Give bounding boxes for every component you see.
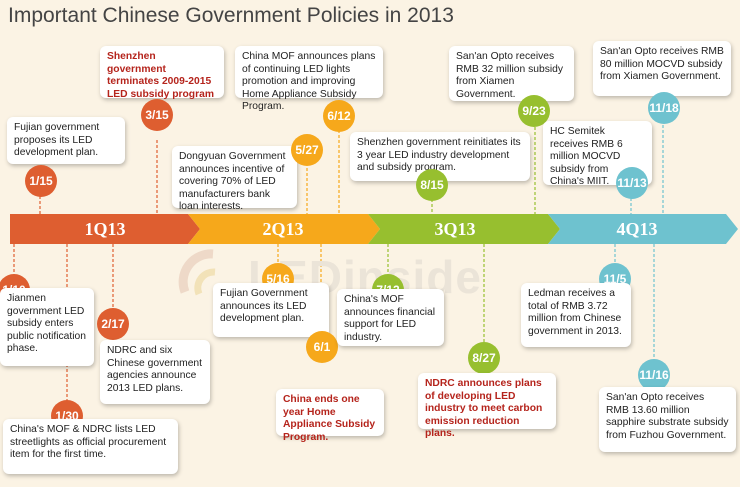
event-box: NDRC announces plans of developing LED i… <box>418 373 556 439</box>
event-box: China's MOF & NDRC lists LED streetlight… <box>3 419 178 474</box>
date-circle: 11/16 <box>638 359 670 391</box>
date-circle: 8/27 <box>468 342 500 374</box>
event-box: China's MOF announces financial support … <box>337 289 444 346</box>
event-box: Fujian government proposes its LED devel… <box>7 117 125 164</box>
quarter-label-3q13: 3Q13 <box>434 219 476 239</box>
quarter-segment-2q13 <box>188 214 380 244</box>
event-box: San'an Opto receives RMB 80 million MOCV… <box>593 41 731 96</box>
event-box: NDRC and six Chinese government agencies… <box>100 340 210 404</box>
event-box: China MOF announces plans of continuing … <box>235 46 383 112</box>
quarter-label-2q13: 2Q13 <box>262 219 304 239</box>
date-circle: 1/15 <box>25 165 57 197</box>
date-circle: 6/12 <box>323 100 355 132</box>
event-box: San'an Opto receives RMB 13.60 million s… <box>599 387 736 452</box>
quarter-label-1q13: 1Q13 <box>84 219 126 239</box>
event-box: Fujian Government announces its LED deve… <box>213 283 329 337</box>
timeline-band <box>10 214 738 244</box>
event-box: China ends one year Home Appliance Subsi… <box>276 389 384 443</box>
event-box: Jianmen government LED subsidy enters pu… <box>0 288 94 366</box>
page-title: Important Chinese Government Policies in… <box>8 4 454 27</box>
quarter-label-4q13: 4Q13 <box>616 219 658 239</box>
quarter-segment-3q13 <box>368 214 560 244</box>
date-circle: 11/18 <box>648 92 680 124</box>
quarter-segment-1q13 <box>10 214 200 244</box>
event-box: Shenzhen government terminates 2009-2015… <box>100 46 224 100</box>
event-box: Dongyuan Government announces incentive … <box>172 146 297 212</box>
event-box: Ledman receives a total of RMB 3.72 mill… <box>521 283 631 347</box>
date-circle: 2/17 <box>97 308 129 340</box>
event-box: Shenzhen government reinitiates its 3 ye… <box>350 132 530 181</box>
quarter-segment-4q13 <box>548 214 738 244</box>
date-circle: 5/27 <box>291 134 323 166</box>
date-circle: 6/1 <box>306 331 338 363</box>
event-box: San'an Opto receives RMB 32 million subs… <box>449 46 574 101</box>
date-circle: 11/13 <box>616 167 648 199</box>
date-circle: 8/15 <box>416 169 448 201</box>
date-circle: 3/15 <box>141 99 173 131</box>
